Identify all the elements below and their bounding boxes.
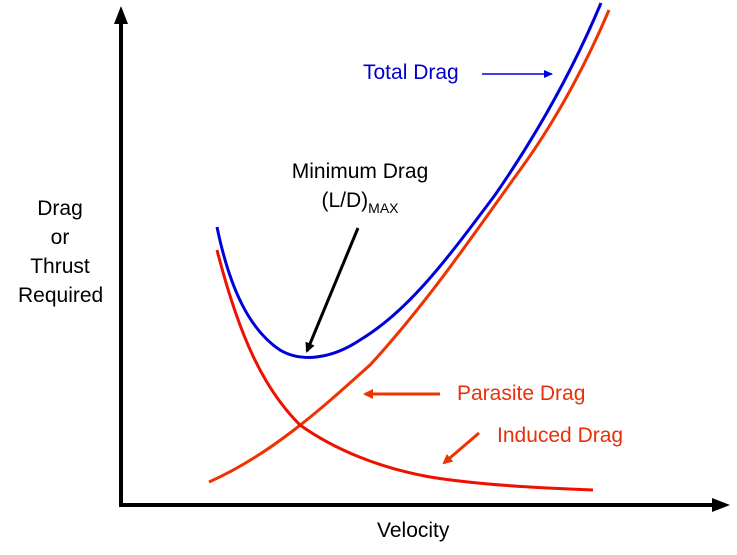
minimum-drag-arrow — [305, 227, 360, 353]
y-axis-label: Drag or Thrust Required — [18, 194, 104, 310]
minimum-drag-ld: (L/D)MAX — [278, 186, 442, 215]
axes — [114, 6, 730, 512]
ld-subscript: MAX — [368, 200, 399, 216]
induced-drag-arrow — [442, 431, 480, 465]
induced-drag-curve — [215, 249, 594, 492]
x-axis-arrowhead — [712, 498, 730, 512]
parasite-drag-label: Parasite Drag — [457, 382, 586, 405]
total-drag-curve — [215, 2, 603, 359]
x-axis-label: Velocity — [377, 519, 450, 542]
minimum-drag-title: Minimum Drag — [291, 160, 429, 183]
y-axis-label-line-2: or — [50, 226, 70, 249]
total-drag-label: Total Drag — [363, 61, 459, 84]
induced-drag-label: Induced Drag — [497, 424, 624, 447]
ld-text: (L/D) — [321, 189, 369, 212]
parasite-drag-curve — [208, 9, 611, 484]
y-axis-label-line-3: Thrust — [30, 255, 90, 278]
y-axis-label-line-1: Drag — [37, 197, 83, 220]
y-axis-arrowhead — [114, 6, 128, 24]
minimum-drag-label: Minimum Drag (L/D)MAX — [278, 157, 442, 215]
y-axis-label-line-4: Required — [18, 284, 104, 307]
